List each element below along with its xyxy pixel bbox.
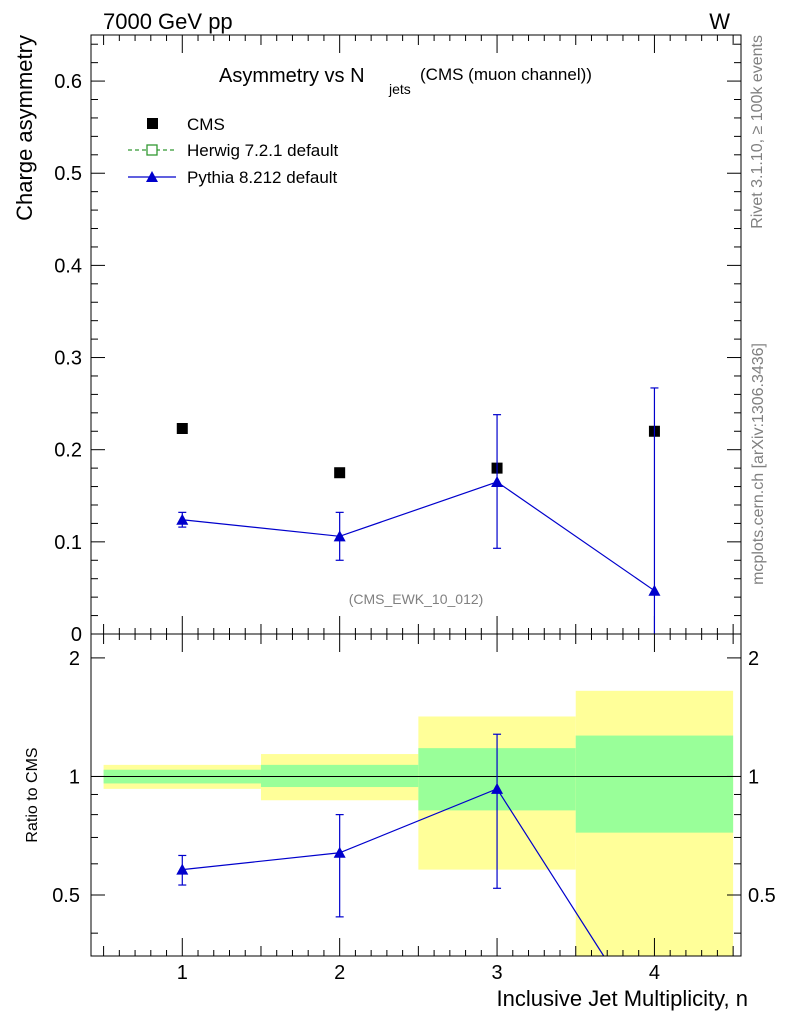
ratio-pythia-line: [182, 788, 605, 957]
main-title: Asymmetry vs N: [219, 65, 365, 87]
cms-data-point: [176, 422, 188, 434]
legend-pythia-marker: [146, 171, 158, 182]
ratio-xtick-label: 4: [649, 962, 660, 984]
ratio-xtick-label: 1: [177, 962, 188, 984]
ratio-ytick-label-right: 2: [748, 648, 759, 670]
ratio-xtick-label: 3: [491, 962, 502, 984]
main-axes: 0.1 0.2 0.3 0.4 0.5 0.6 0: [54, 35, 741, 646]
pythia-data-point: [176, 513, 189, 525]
ratio-pythia-data-point: [176, 863, 189, 875]
ratio-plot-frame: [90, 633, 742, 957]
main-ytick-label: 0.2: [54, 440, 82, 462]
main-title-suffix: (CMS (muon channel)): [420, 65, 592, 84]
legend-cms-label: CMS: [187, 115, 225, 134]
main-ytick-label: 0.3: [54, 348, 82, 370]
main-ytick-label: 0.4: [54, 255, 82, 277]
main-title-text: Asymmetry vs N: [219, 65, 365, 87]
legend: CMS Herwig 7.2.1 default Pythia 8.212 de…: [128, 115, 338, 187]
main-ytick-label: 0.6: [54, 71, 82, 93]
main-ytick-label-zero: 0: [71, 624, 82, 646]
ratio-axes: 1 2 3 4 0.5 0.5 1 1 2 2: [52, 634, 776, 984]
main-title-subscript: jets: [388, 81, 411, 97]
ratio-ytick-label-left: 1: [69, 766, 80, 788]
ratio-ytick-label-right: 0.5: [748, 885, 776, 907]
ratio-ylabel: Ratio to CMS: [24, 747, 41, 842]
pythia-data-point: [491, 475, 504, 487]
ratio-panel: 1 2 3 4 0.5 0.5 1 1 2 2 Ratio to CMS Inclusive Je…: [24, 633, 776, 1011]
ratio-data: [176, 733, 605, 957]
ratio-ytick-label-right: 1: [748, 766, 759, 788]
cms-data-point: [334, 467, 346, 479]
ratio-ytick-label-left: 0.5: [52, 885, 80, 907]
pythia-data-point: [648, 584, 661, 596]
ratio-band-green: [575, 735, 734, 833]
main-ylabel: Charge asymmetry: [12, 35, 37, 221]
analysis-watermark: (CMS_EWK_10_012): [349, 591, 484, 607]
header-process-label: W: [709, 9, 730, 34]
ratio-bands: [103, 690, 734, 956]
main-ytick-label: 0.5: [54, 163, 82, 185]
ratio-xlabel: Inclusive Jet Multiplicity, n: [497, 986, 748, 1011]
legend-cms-marker: [147, 118, 158, 129]
ratio-ytick-label-left: 2: [69, 648, 80, 670]
legend-herwig-label: Herwig 7.2.1 default: [187, 141, 338, 160]
legend-pythia-label: Pythia 8.212 default: [187, 168, 338, 187]
ratio-pythia-data-point: [333, 846, 346, 858]
legend-herwig-marker: [146, 144, 158, 156]
main-data: [176, 387, 661, 634]
pythia-data-point: [333, 530, 346, 542]
rivet-version-label: Rivet 3.1.10, ≥ 100k events: [749, 35, 766, 229]
main-panel: 0.1 0.2 0.3 0.4 0.5 0.6 0 Charge asymmetry Asy…: [12, 34, 742, 646]
ratio-pythia-data-point: [491, 782, 504, 794]
header-energy-label: 7000 GeV pp: [103, 9, 233, 34]
main-ytick-label: 0.1: [54, 532, 82, 554]
mcplots-label: mcplots.cern.ch [arXiv:1306.3436]: [750, 343, 767, 585]
pythia-line: [182, 481, 655, 592]
ratio-xtick-label: 2: [334, 962, 345, 984]
